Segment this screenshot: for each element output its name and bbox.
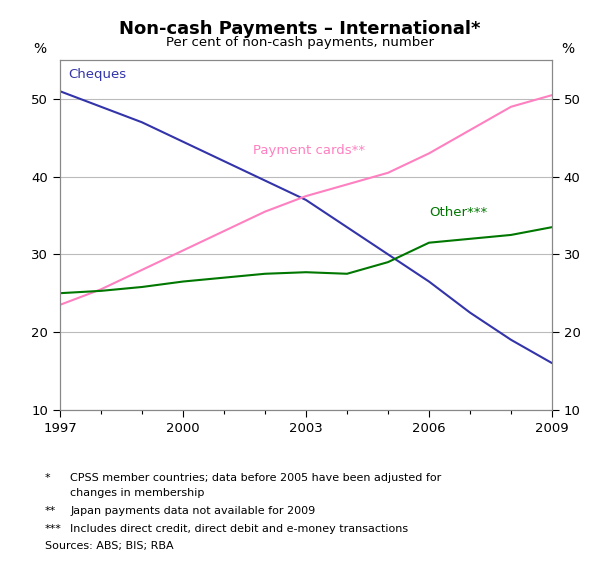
Text: ***: *** xyxy=(45,524,62,534)
Text: %: % xyxy=(33,42,46,56)
Text: Payment cards**: Payment cards** xyxy=(253,144,365,157)
Text: Japan payments data not available for 2009: Japan payments data not available for 20… xyxy=(70,507,316,516)
Text: Per cent of non-cash payments, number: Per cent of non-cash payments, number xyxy=(166,36,434,49)
Text: **: ** xyxy=(45,507,56,516)
Text: Cheques: Cheques xyxy=(68,68,127,81)
Text: Sources: ABS; BIS; RBA: Sources: ABS; BIS; RBA xyxy=(45,541,173,551)
Text: changes in membership: changes in membership xyxy=(70,488,205,499)
Text: Includes direct credit, direct debit and e-money transactions: Includes direct credit, direct debit and… xyxy=(70,524,409,534)
Text: *: * xyxy=(45,473,50,482)
Text: CPSS member countries; data before 2005 have been adjusted for: CPSS member countries; data before 2005 … xyxy=(70,473,442,482)
Text: Other***: Other*** xyxy=(429,206,487,219)
Text: Non-cash Payments – International*: Non-cash Payments – International* xyxy=(119,20,481,38)
Text: %: % xyxy=(561,42,574,56)
